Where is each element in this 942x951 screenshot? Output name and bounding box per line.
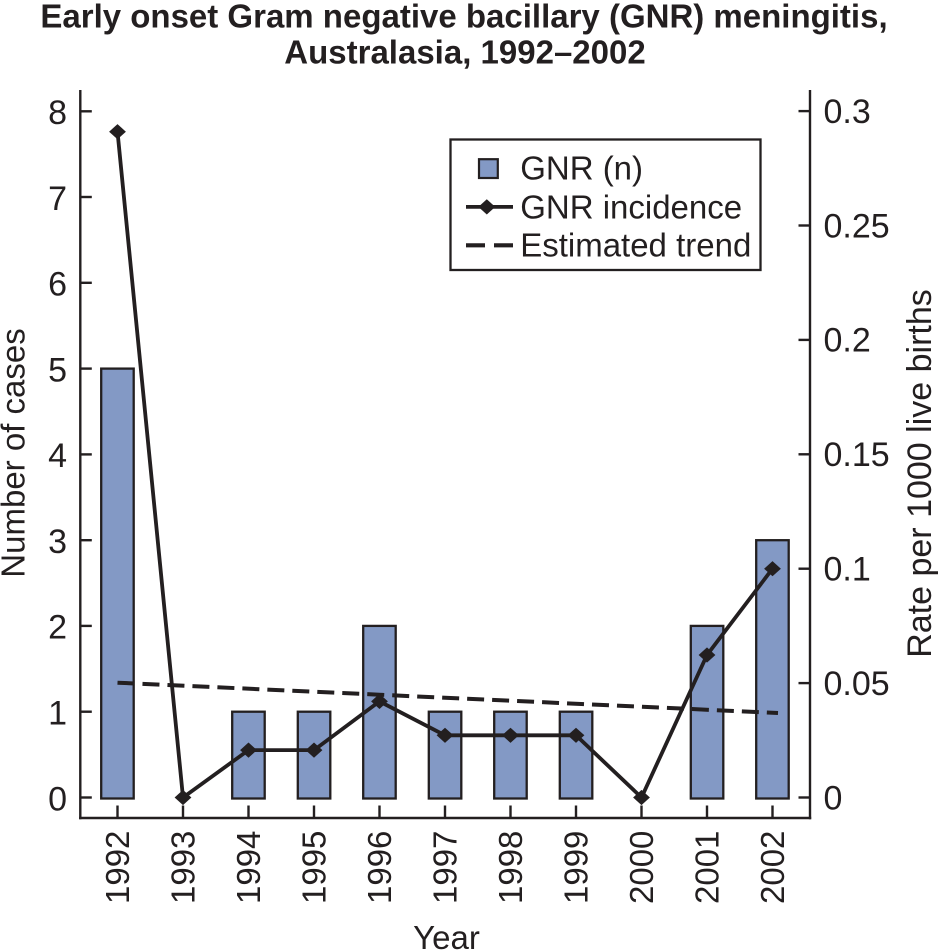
svg-text:Estimated trend: Estimated trend: [520, 227, 751, 264]
svg-text:1999: 1999: [558, 831, 595, 904]
svg-text:Early onset Gram negative baci: Early onset Gram negative bacillary (GNR…: [40, 0, 887, 35]
svg-text:0.3: 0.3: [824, 93, 871, 131]
svg-text:0.2: 0.2: [824, 322, 871, 360]
svg-text:4: 4: [48, 437, 67, 475]
svg-text:6: 6: [48, 266, 67, 304]
svg-text:1996: 1996: [361, 831, 398, 904]
svg-text:0: 0: [824, 779, 843, 817]
svg-text:1995: 1995: [296, 831, 333, 904]
svg-text:Rate per 1000 live births: Rate per 1000 live births: [901, 289, 939, 658]
svg-text:0.1: 0.1: [824, 551, 871, 589]
svg-text:0.25: 0.25: [824, 207, 890, 245]
svg-text:GNR incidence: GNR incidence: [520, 189, 742, 226]
svg-text:Year: Year: [413, 919, 480, 951]
svg-text:2001: 2001: [689, 831, 726, 904]
svg-text:8: 8: [48, 94, 67, 132]
svg-text:1993: 1993: [165, 831, 202, 904]
svg-text:1997: 1997: [427, 831, 464, 904]
svg-text:0.15: 0.15: [824, 436, 890, 474]
svg-text:1998: 1998: [492, 831, 529, 904]
svg-text:0: 0: [48, 780, 67, 818]
svg-text:2000: 2000: [623, 831, 660, 904]
svg-text:0.05: 0.05: [824, 665, 890, 703]
svg-text:Australasia, 1992–2002: Australasia, 1992–2002: [284, 34, 645, 71]
svg-text:1994: 1994: [230, 831, 267, 904]
svg-text:2002: 2002: [754, 831, 791, 904]
svg-text:1992: 1992: [99, 831, 136, 904]
svg-text:1: 1: [48, 695, 67, 733]
svg-text:3: 3: [48, 523, 67, 561]
svg-text:GNR (n): GNR (n): [520, 150, 643, 187]
svg-text:5: 5: [48, 351, 67, 389]
svg-text:2: 2: [48, 609, 67, 647]
svg-text:Number of cases: Number of cases: [0, 328, 32, 577]
svg-text:7: 7: [48, 180, 67, 218]
